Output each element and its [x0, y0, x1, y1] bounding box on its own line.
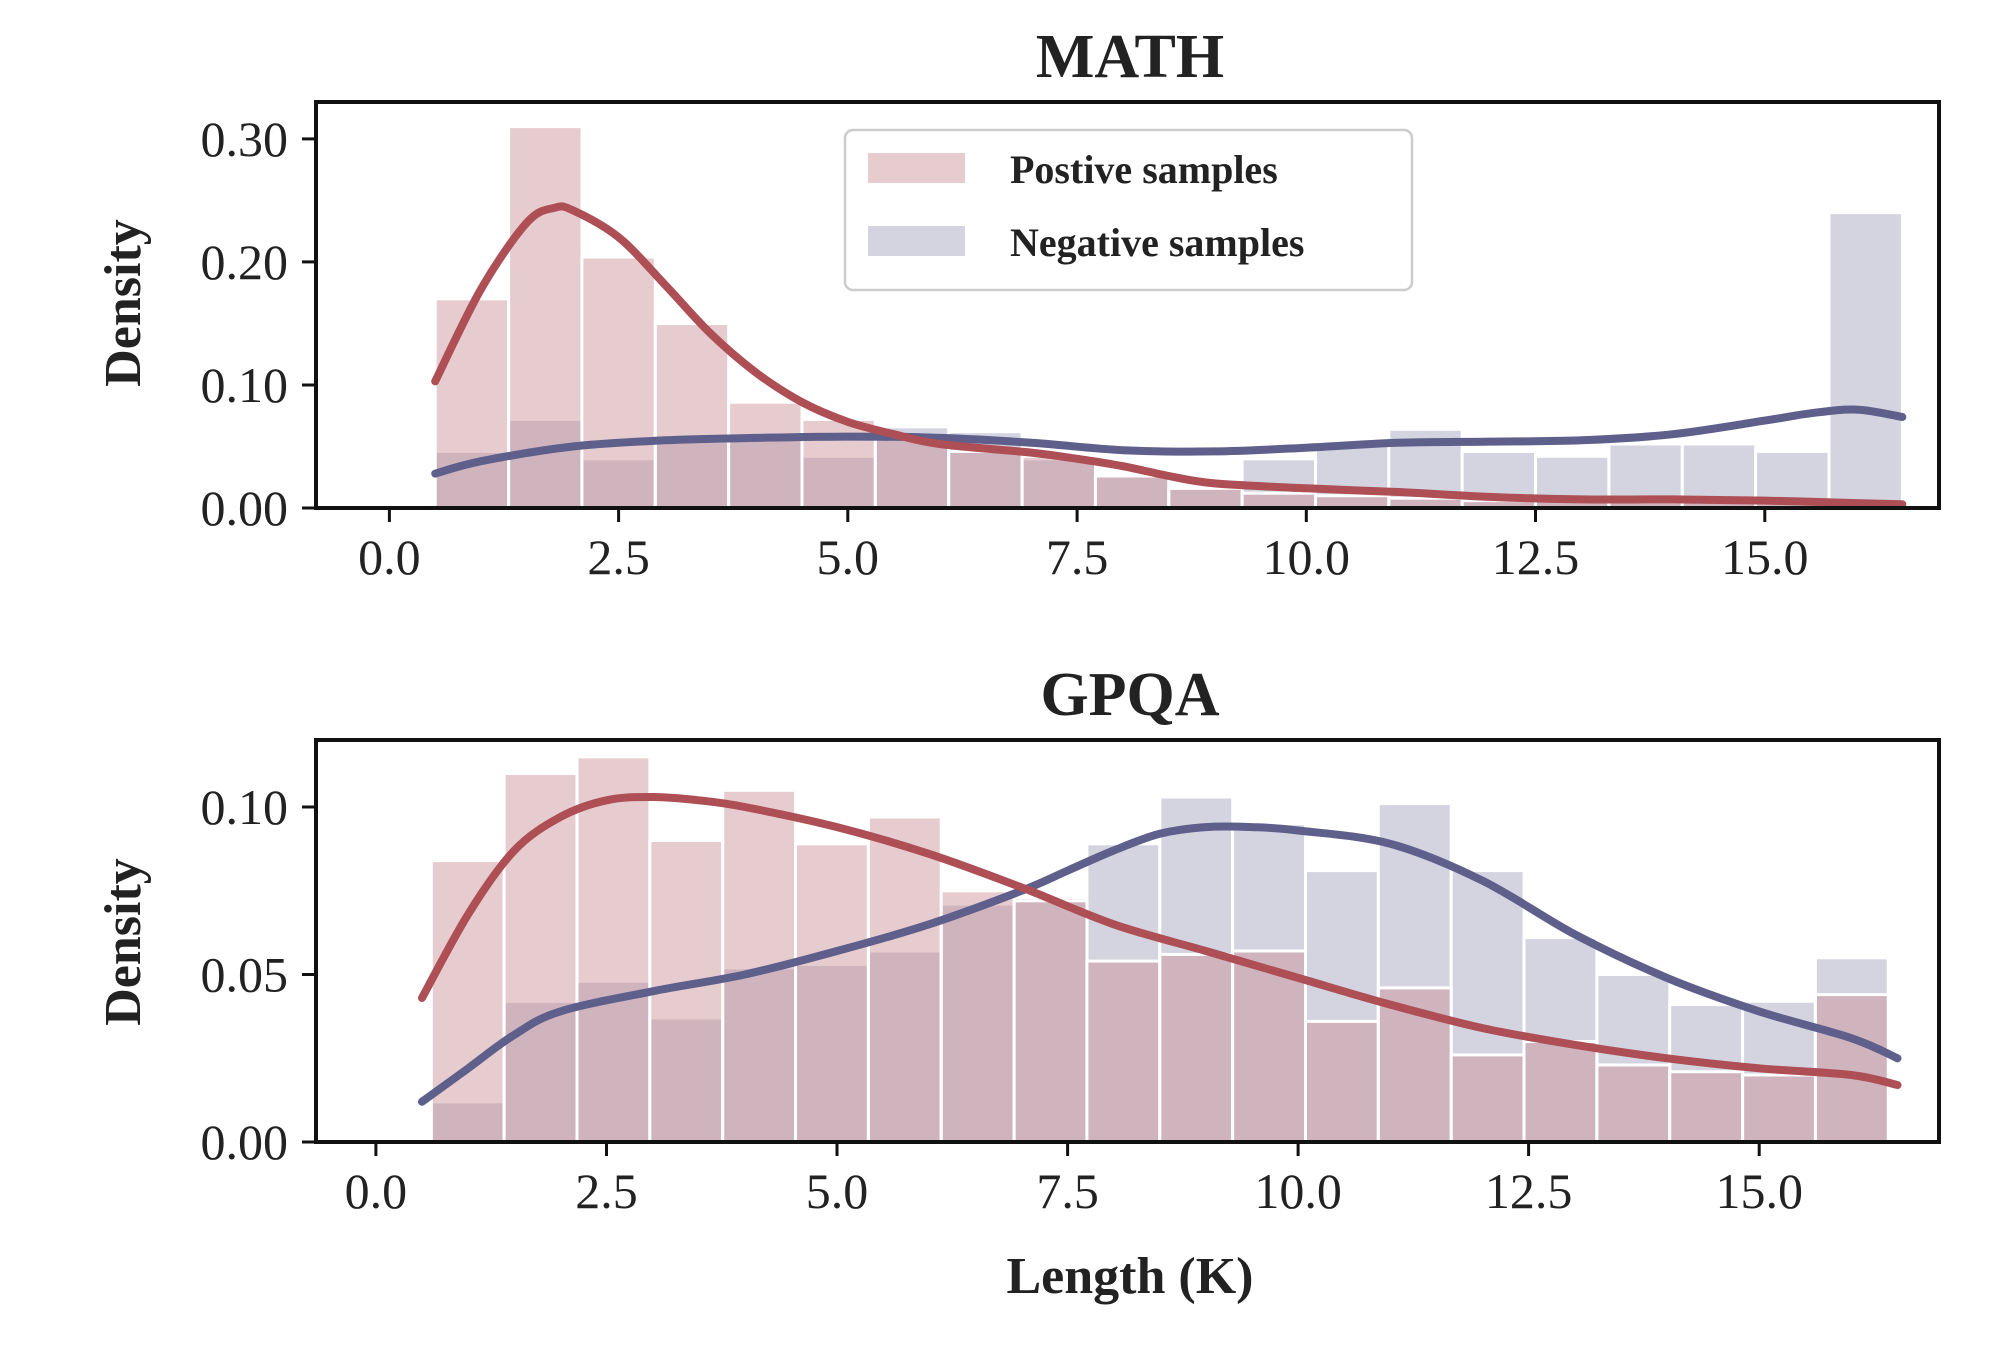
gpqa-positive-bar [502, 772, 579, 1144]
legend-positive-swatch [868, 153, 965, 183]
gpqa-positive-bar [1304, 1019, 1380, 1144]
math-positive-bar [1020, 454, 1097, 510]
math-positive-bar [1240, 491, 1317, 510]
gpqa-x-tick-label: 2.5 [575, 1163, 638, 1219]
gpqa-positive-bar [1813, 993, 1890, 1144]
gpqa-axes-frame [314, 738, 1941, 1144]
gpqa-positive-kde-line [418, 792, 1902, 1089]
math-positive-bar [727, 400, 804, 510]
math-x-tick-label: 7.5 [1046, 529, 1109, 585]
gpqa-y-tick-label: 0.05 [201, 947, 289, 1003]
gpqa-negative-bar [1668, 1003, 1745, 1144]
math-x-tick-label: 10.0 [1263, 529, 1351, 585]
gpqa-x-tick-label: 12.5 [1485, 1163, 1573, 1219]
math-y-tick-label: 0.00 [201, 480, 289, 536]
gpqa-positive-bar [575, 755, 652, 1144]
math-positive-bar [580, 255, 657, 510]
math-x-tick-label: 12.5 [1492, 529, 1580, 585]
math-negative-bar [1314, 442, 1391, 510]
gpqa-positive-bar [1012, 899, 1089, 1144]
gpqa-negative-bar [1231, 822, 1307, 1144]
gpqa-negative-bar [939, 902, 1016, 1144]
math-negative-kde-line [431, 405, 1907, 478]
gpqa-positive-bar [429, 859, 506, 1144]
math-positive-bar [433, 297, 511, 510]
math-x-tick-label: 2.5 [587, 529, 650, 585]
gpqa-x-tick-label: 10.0 [1254, 1163, 1342, 1219]
legend: Postive samples Negative samples [843, 128, 1414, 292]
gpqa-positive-bar [1668, 1070, 1745, 1144]
gpqa-negative-bar [794, 963, 870, 1144]
gpqa-kde-lines [418, 792, 1902, 1106]
math-kde-lines [431, 202, 1907, 509]
math-axes-frame [314, 100, 1941, 510]
gpqa-ylabel: Density [95, 858, 152, 1026]
gpqa-title: GPQA [1040, 661, 1219, 729]
gpqa-positive-bar [1595, 1063, 1672, 1144]
gpqa-negative-bar [1449, 869, 1526, 1144]
gpqa-panel: GPQA Density 0.0 2.5 5.0 7.5 10.0 12.5 15.0 0.… [95, 661, 1941, 1305]
math-positive-kde-line [431, 202, 1907, 509]
gpqa-negative-bar [1304, 869, 1380, 1144]
math-title: MATH [1036, 23, 1224, 91]
math-x-tick-label: 5.0 [817, 529, 880, 585]
math-y-ticks: 0.00 0.10 0.20 0.30 [201, 111, 316, 536]
math-y-tick-label: 0.30 [201, 111, 289, 167]
math-panel: MATH Density 0.0 2.5 5.0 7.5 10.0 12.5 15.0 0.… [95, 23, 1941, 585]
gpqa-x-tick-label: 7.5 [1036, 1163, 1099, 1219]
math-positive-bar [947, 449, 1024, 510]
legend-negative-label: Negative samples [1010, 220, 1304, 265]
gpqa-positive-bar [1522, 1040, 1599, 1144]
math-y-tick-label: 0.10 [201, 357, 289, 413]
gpqa-positive-bar [939, 889, 1016, 1144]
gpqa-x-ticks: 0.0 2.5 5.0 7.5 10.0 12.5 15.0 [345, 1142, 1803, 1219]
gpqa-positive-bar [1085, 959, 1162, 1144]
gpqa-y-tick-label: 0.10 [201, 779, 289, 835]
legend-negative-swatch [868, 226, 965, 256]
gpqa-negative-kde-line [418, 822, 1902, 1106]
gpqa-positive-bar [794, 842, 870, 1144]
gpqa-positive-bar [1741, 1073, 1817, 1144]
gpqa-x-tick-label: 5.0 [806, 1163, 869, 1219]
gpqa-positive-bar [1158, 952, 1235, 1144]
gpqa-x-tick-label: 15.0 [1715, 1163, 1803, 1219]
gpqa-y-tick-label: 0.00 [201, 1114, 289, 1170]
gpqa-y-ticks: 0.00 0.05 0.10 [201, 779, 316, 1170]
math-x-tick-label: 15.0 [1721, 529, 1809, 585]
gpqa-xlabel: Length (K) [1007, 1248, 1254, 1305]
gpqa-x-tick-label: 0.0 [345, 1163, 408, 1219]
math-negative-bar [1827, 211, 1904, 510]
gpqa-positive-bars [429, 755, 1890, 1144]
math-positive-bar [507, 125, 584, 510]
legend-positive-label: Postive samples [1010, 147, 1278, 192]
gpqa-positive-bar [866, 815, 943, 1144]
math-x-tick-label: 0.0 [358, 529, 421, 585]
math-positive-bar [1167, 486, 1244, 510]
math-positive-bar [653, 322, 731, 510]
gpqa-positive-bar [1449, 1053, 1526, 1144]
math-x-ticks: 0.0 2.5 5.0 7.5 10.0 12.5 15.0 [358, 508, 1809, 585]
math-ylabel: Density [95, 219, 152, 387]
math-y-tick-label: 0.20 [201, 234, 289, 290]
legend-frame [843, 128, 1414, 292]
math-positive-bar [1093, 474, 1171, 510]
gpqa-negative-bar [1085, 842, 1162, 1144]
